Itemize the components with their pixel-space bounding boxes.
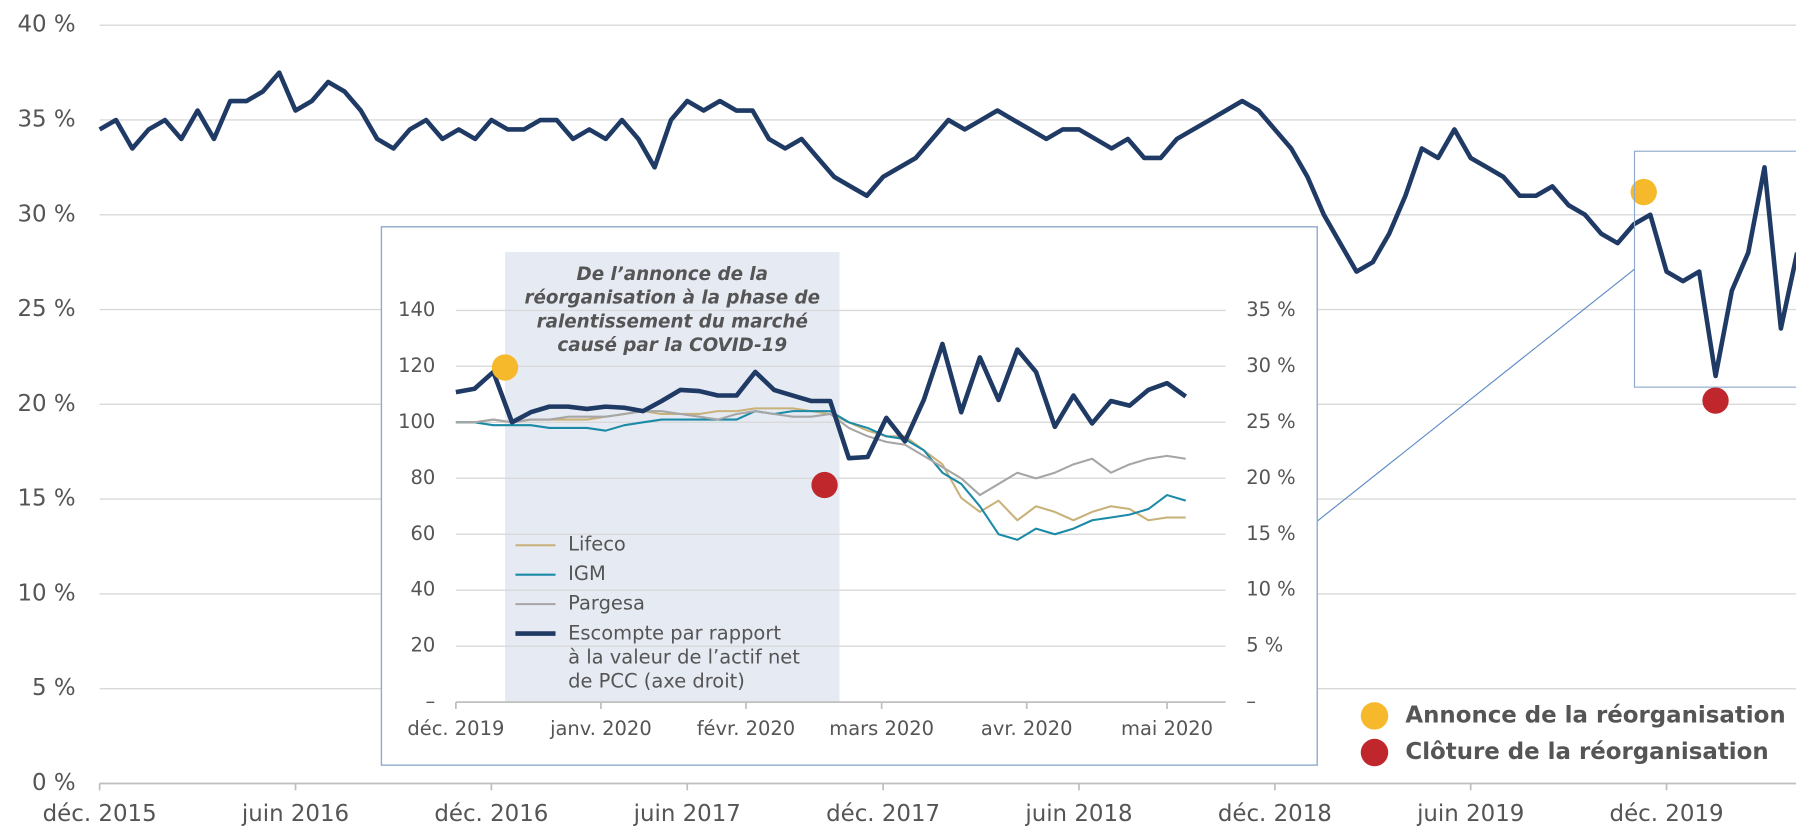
legend-label: IGM [568, 562, 606, 585]
y2-tick-label: 10 % [1246, 578, 1295, 601]
y-tick-label: 20 [410, 634, 435, 657]
series-line [98, 70, 1796, 379]
y-tick-label: – [426, 690, 436, 713]
y-tick-label: 35 % [17, 106, 75, 132]
x-tick-label: juin 2016 [241, 801, 349, 827]
x-tick-label: janv. 2020 [549, 717, 652, 740]
legend-swatch [1360, 738, 1389, 767]
x-tick-label: déc. 2018 [1218, 801, 1332, 827]
y2-tick-label: 20 % [1246, 466, 1295, 489]
x-tick-label: juin 2018 [1024, 801, 1132, 827]
y2-tick-label: 25 % [1246, 410, 1295, 433]
legend-label: Escompte par rapport à la valeur de l’act… [568, 621, 800, 692]
y-tick-label: 25 % [17, 296, 75, 322]
x-tick-label: déc. 2016 [434, 801, 548, 827]
x-tick-label: mai 2020 [1121, 717, 1213, 740]
y2-tick-label: 35 % [1246, 298, 1295, 321]
legend-label: Clôture de la réorganisation [1405, 739, 1768, 765]
y-tick-label: 15 % [17, 486, 75, 512]
annotation: réorganisation à la phase de [524, 288, 820, 309]
y-tick-label: 40 [410, 578, 435, 601]
marker [811, 471, 838, 499]
legend-label: Lifeco [568, 533, 626, 556]
y-tick-label: 10 % [17, 580, 75, 606]
y-tick-label: 5 % [32, 675, 76, 701]
y-tick-label: 120 [398, 354, 435, 377]
legend-line: à la valeur de l’actif net [568, 645, 800, 668]
series-line [455, 341, 1188, 461]
x-tick-label: févr. 2020 [697, 717, 796, 740]
series-line [455, 407, 1186, 522]
y2-tick-label: – [1246, 690, 1256, 713]
annotation: ralentissement du marché [537, 311, 808, 332]
y-tick-label: 0 % [32, 770, 76, 796]
legend-line: Escompte par rapport [568, 621, 781, 644]
connector [1316, 268, 1635, 522]
marker [491, 354, 519, 381]
x-tick-label: déc. 2017 [826, 801, 940, 827]
y-tick-label: 100 [398, 410, 435, 433]
x-tick-label: mars 2020 [829, 717, 934, 740]
x-tick-label: juin 2019 [1416, 801, 1524, 827]
x-tick-label: déc. 2019 [407, 717, 504, 740]
legend-label: Pargesa [568, 592, 645, 615]
marker [1630, 178, 1657, 206]
x-tick-label: déc. 2015 [43, 801, 157, 827]
annotation: causé par la COVID-19 [557, 335, 787, 356]
y-tick-label: 20 % [17, 391, 75, 417]
y2-tick-label: 30 % [1246, 354, 1295, 377]
zoom-box [1633, 150, 1796, 388]
y2-tick-label: 5 % [1246, 634, 1283, 657]
y-tick-label: 60 [410, 522, 435, 545]
legend-line: de PCC (axe droit) [568, 669, 745, 692]
legend-label: Annonce de la réorganisation [1405, 702, 1785, 728]
y-tick-label: 40 % [17, 12, 75, 38]
y-tick-label: 140 [398, 298, 435, 321]
annotation: De l’annonce de la [577, 264, 768, 285]
x-tick-label: avr. 2020 [981, 717, 1073, 740]
marker [1702, 387, 1729, 414]
series-line [455, 410, 1187, 541]
series-line [455, 410, 1186, 497]
x-tick-label: déc. 2019 [1610, 801, 1724, 827]
y2-tick-label: 15 % [1246, 522, 1295, 545]
legend-swatch [1360, 702, 1389, 730]
y-tick-label: 30 % [17, 201, 75, 227]
x-tick-label: juin 2017 [633, 801, 741, 827]
highlight-band [505, 251, 840, 703]
y-tick-label: 80 [410, 466, 435, 489]
